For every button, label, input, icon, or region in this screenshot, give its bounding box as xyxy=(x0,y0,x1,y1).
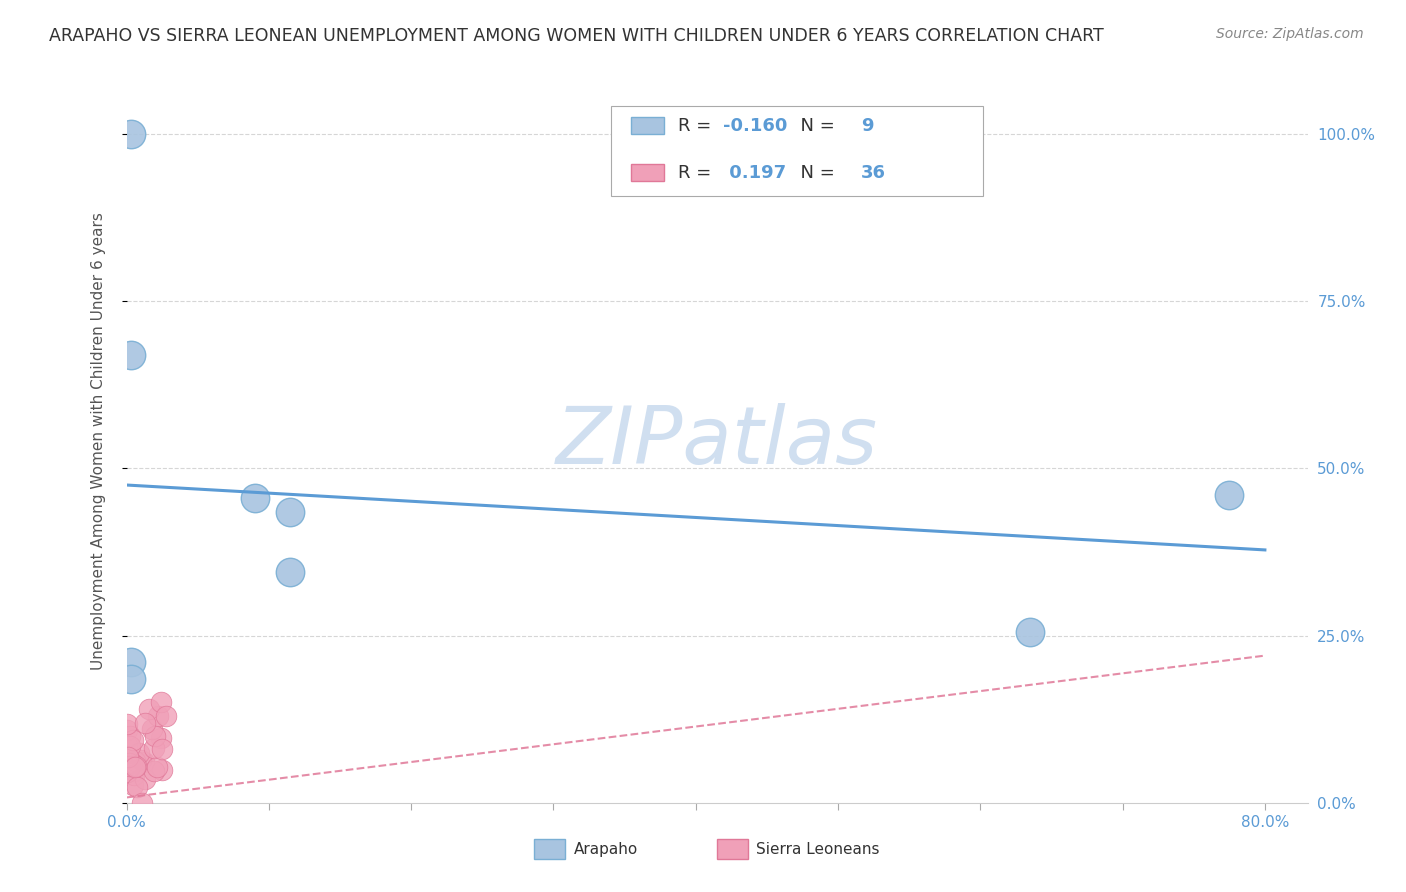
Point xyxy=(143,729,166,743)
Point xyxy=(243,491,266,506)
Point xyxy=(141,723,163,737)
Point xyxy=(118,756,141,770)
Point xyxy=(149,731,172,746)
Point xyxy=(120,127,142,141)
Point xyxy=(117,738,139,752)
Point xyxy=(1218,488,1240,502)
Point xyxy=(124,760,146,774)
Point xyxy=(149,696,172,710)
Text: 36: 36 xyxy=(860,164,886,182)
FancyBboxPatch shape xyxy=(631,117,664,135)
Point xyxy=(1019,625,1042,640)
Point xyxy=(120,655,142,669)
Text: N =: N = xyxy=(789,117,841,135)
Point xyxy=(278,565,301,579)
Text: Arapaho: Arapaho xyxy=(574,842,638,856)
Point xyxy=(134,772,156,786)
Point xyxy=(129,753,152,767)
Text: Source: ZipAtlas.com: Source: ZipAtlas.com xyxy=(1216,27,1364,41)
Text: 9: 9 xyxy=(860,117,873,135)
Point xyxy=(132,755,155,769)
Point xyxy=(128,746,150,760)
Y-axis label: Unemployment Among Women with Children Under 6 years: Unemployment Among Women with Children U… xyxy=(91,212,105,671)
Point xyxy=(146,760,169,774)
Point xyxy=(138,702,160,716)
Text: R =: R = xyxy=(678,117,717,135)
Point xyxy=(117,723,139,737)
Point xyxy=(125,780,148,794)
Point xyxy=(134,715,156,730)
Point xyxy=(124,758,146,772)
Point xyxy=(131,796,153,810)
Point xyxy=(124,768,146,782)
Point xyxy=(124,764,146,778)
Point xyxy=(146,708,169,723)
Point xyxy=(115,717,138,731)
Point xyxy=(278,505,301,519)
Point xyxy=(122,733,145,747)
Text: R =: R = xyxy=(678,164,717,182)
Point xyxy=(124,754,146,768)
Point xyxy=(142,764,165,778)
Point xyxy=(122,778,145,792)
Text: ZIPatlas: ZIPatlas xyxy=(555,402,879,481)
Text: ARAPAHO VS SIERRA LEONEAN UNEMPLOYMENT AMONG WOMEN WITH CHILDREN UNDER 6 YEARS C: ARAPAHO VS SIERRA LEONEAN UNEMPLOYMENT A… xyxy=(49,27,1104,45)
Point xyxy=(142,740,165,755)
Text: Sierra Leoneans: Sierra Leoneans xyxy=(756,842,880,856)
Point xyxy=(121,756,143,771)
Point xyxy=(120,672,142,686)
Point xyxy=(120,739,142,753)
Point xyxy=(150,742,173,756)
FancyBboxPatch shape xyxy=(631,164,664,181)
Point xyxy=(117,750,139,764)
Point xyxy=(150,764,173,778)
Point xyxy=(120,729,142,743)
Text: 0.197: 0.197 xyxy=(723,164,786,182)
FancyBboxPatch shape xyxy=(610,105,983,196)
Point xyxy=(118,759,141,773)
Point xyxy=(120,348,142,362)
Point xyxy=(155,708,177,723)
Text: -0.160: -0.160 xyxy=(723,117,787,135)
Point xyxy=(117,765,139,780)
Text: N =: N = xyxy=(789,164,841,182)
